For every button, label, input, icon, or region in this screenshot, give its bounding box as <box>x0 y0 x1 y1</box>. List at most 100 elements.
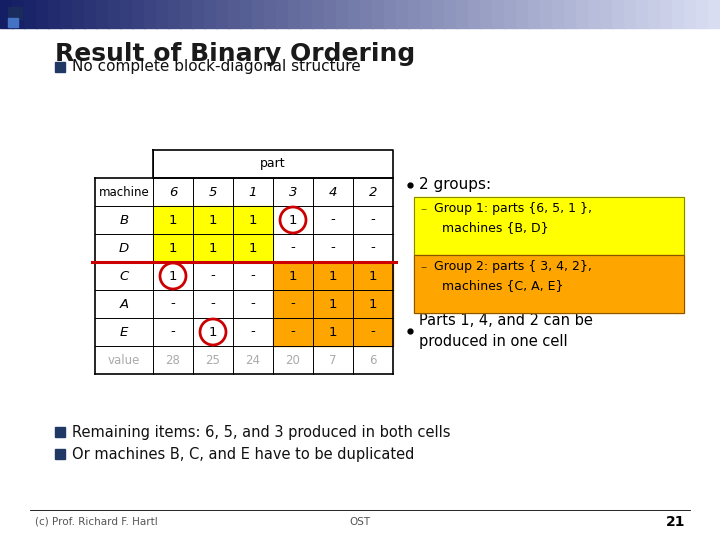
Bar <box>313 318 353 346</box>
Bar <box>156 0 169 28</box>
Bar <box>480 0 493 28</box>
Bar <box>396 0 409 28</box>
Text: value: value <box>108 354 140 367</box>
Bar <box>528 0 541 28</box>
Bar <box>193 234 233 262</box>
Text: -: - <box>291 241 295 254</box>
Bar <box>456 0 469 28</box>
Bar <box>648 0 661 28</box>
Text: –: – <box>420 203 426 216</box>
Text: -: - <box>291 326 295 339</box>
Bar <box>273 290 313 318</box>
Text: 3: 3 <box>289 186 297 199</box>
Bar <box>600 0 613 28</box>
Text: -: - <box>171 326 176 339</box>
Text: part: part <box>260 158 286 171</box>
Text: -: - <box>251 326 256 339</box>
Bar <box>48 0 61 28</box>
Text: 1: 1 <box>289 269 297 282</box>
Bar <box>353 262 393 290</box>
Bar <box>193 206 233 234</box>
Bar <box>414 255 684 313</box>
Bar <box>273 318 313 346</box>
Bar <box>336 0 349 28</box>
Text: 5: 5 <box>209 186 217 199</box>
Bar <box>444 0 457 28</box>
Bar <box>96 0 109 28</box>
Text: 1: 1 <box>329 326 337 339</box>
Bar <box>414 197 684 255</box>
Bar <box>492 0 505 28</box>
Text: C: C <box>120 269 129 282</box>
Bar <box>588 0 601 28</box>
Text: Parts 1, 4, and 2 can be
produced in one cell: Parts 1, 4, and 2 can be produced in one… <box>419 313 593 349</box>
Text: -: - <box>171 298 176 310</box>
Text: D: D <box>119 241 129 254</box>
Bar <box>624 0 637 28</box>
Bar <box>273 262 313 290</box>
Bar <box>353 290 393 318</box>
Bar <box>153 234 193 262</box>
Bar <box>180 0 193 28</box>
Bar <box>84 0 97 28</box>
Bar <box>312 0 325 28</box>
Text: 1: 1 <box>209 326 217 339</box>
Bar <box>288 0 301 28</box>
Text: Remaining items: 6, 5, and 3 produced in both cells: Remaining items: 6, 5, and 3 produced in… <box>72 424 451 440</box>
Bar <box>420 0 433 28</box>
Bar <box>264 0 277 28</box>
Bar <box>324 0 337 28</box>
Text: 4: 4 <box>329 186 337 199</box>
Bar <box>300 0 313 28</box>
Text: Result of Binary Ordering: Result of Binary Ordering <box>55 42 415 66</box>
Bar <box>564 0 577 28</box>
Bar <box>252 0 265 28</box>
Bar <box>432 0 445 28</box>
Text: -: - <box>211 269 215 282</box>
Text: 24: 24 <box>246 354 261 367</box>
Text: 1: 1 <box>248 213 257 226</box>
Text: 6: 6 <box>369 354 377 367</box>
Text: 1: 1 <box>209 213 217 226</box>
Text: A: A <box>120 298 129 310</box>
Text: 1: 1 <box>329 269 337 282</box>
Bar <box>8 18 18 27</box>
Text: 1: 1 <box>168 241 177 254</box>
Text: 2: 2 <box>369 186 377 199</box>
Text: 1: 1 <box>289 213 297 226</box>
Bar <box>120 0 133 28</box>
Text: –: – <box>420 261 426 274</box>
Bar <box>696 0 709 28</box>
Text: E: E <box>120 326 128 339</box>
Bar <box>24 0 37 28</box>
Text: -: - <box>371 326 375 339</box>
Bar <box>36 0 49 28</box>
Text: 6: 6 <box>168 186 177 199</box>
Text: 1: 1 <box>329 298 337 310</box>
Bar <box>660 0 673 28</box>
Bar <box>372 0 385 28</box>
Text: 1: 1 <box>168 213 177 226</box>
Text: 28: 28 <box>166 354 181 367</box>
Bar <box>60 0 73 28</box>
Bar <box>468 0 481 28</box>
Bar <box>153 206 193 234</box>
Bar <box>228 0 241 28</box>
Text: 20: 20 <box>286 354 300 367</box>
Bar <box>540 0 553 28</box>
Text: -: - <box>291 298 295 310</box>
Bar <box>216 0 229 28</box>
Bar <box>55 449 65 459</box>
Bar <box>72 0 85 28</box>
Bar <box>204 0 217 28</box>
Bar <box>348 0 361 28</box>
Text: OST: OST <box>349 517 371 527</box>
Bar <box>168 0 181 28</box>
Text: B: B <box>120 213 129 226</box>
Text: 1: 1 <box>209 241 217 254</box>
Bar <box>414 197 684 255</box>
Text: Group 2: parts { 3, 4, 2},
  machines {C, A, E}: Group 2: parts { 3, 4, 2}, machines {C, … <box>434 260 592 292</box>
Bar <box>0 0 13 28</box>
Bar <box>384 0 397 28</box>
Text: 1: 1 <box>369 269 377 282</box>
